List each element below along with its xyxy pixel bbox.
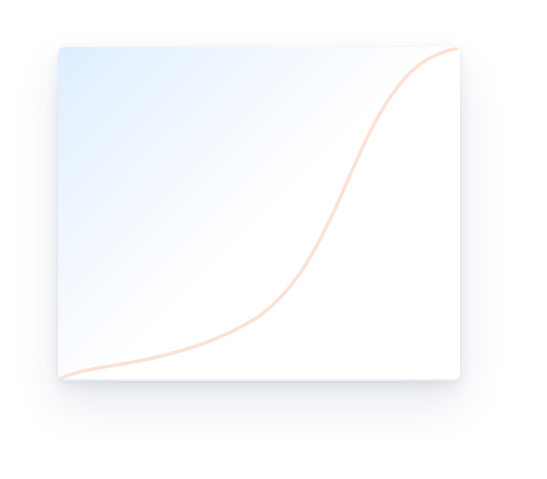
gradient-card: [58, 47, 460, 381]
card-bottom-edge: [58, 379, 460, 381]
s-curve-line: [58, 47, 460, 381]
curve-path: [58, 47, 460, 381]
